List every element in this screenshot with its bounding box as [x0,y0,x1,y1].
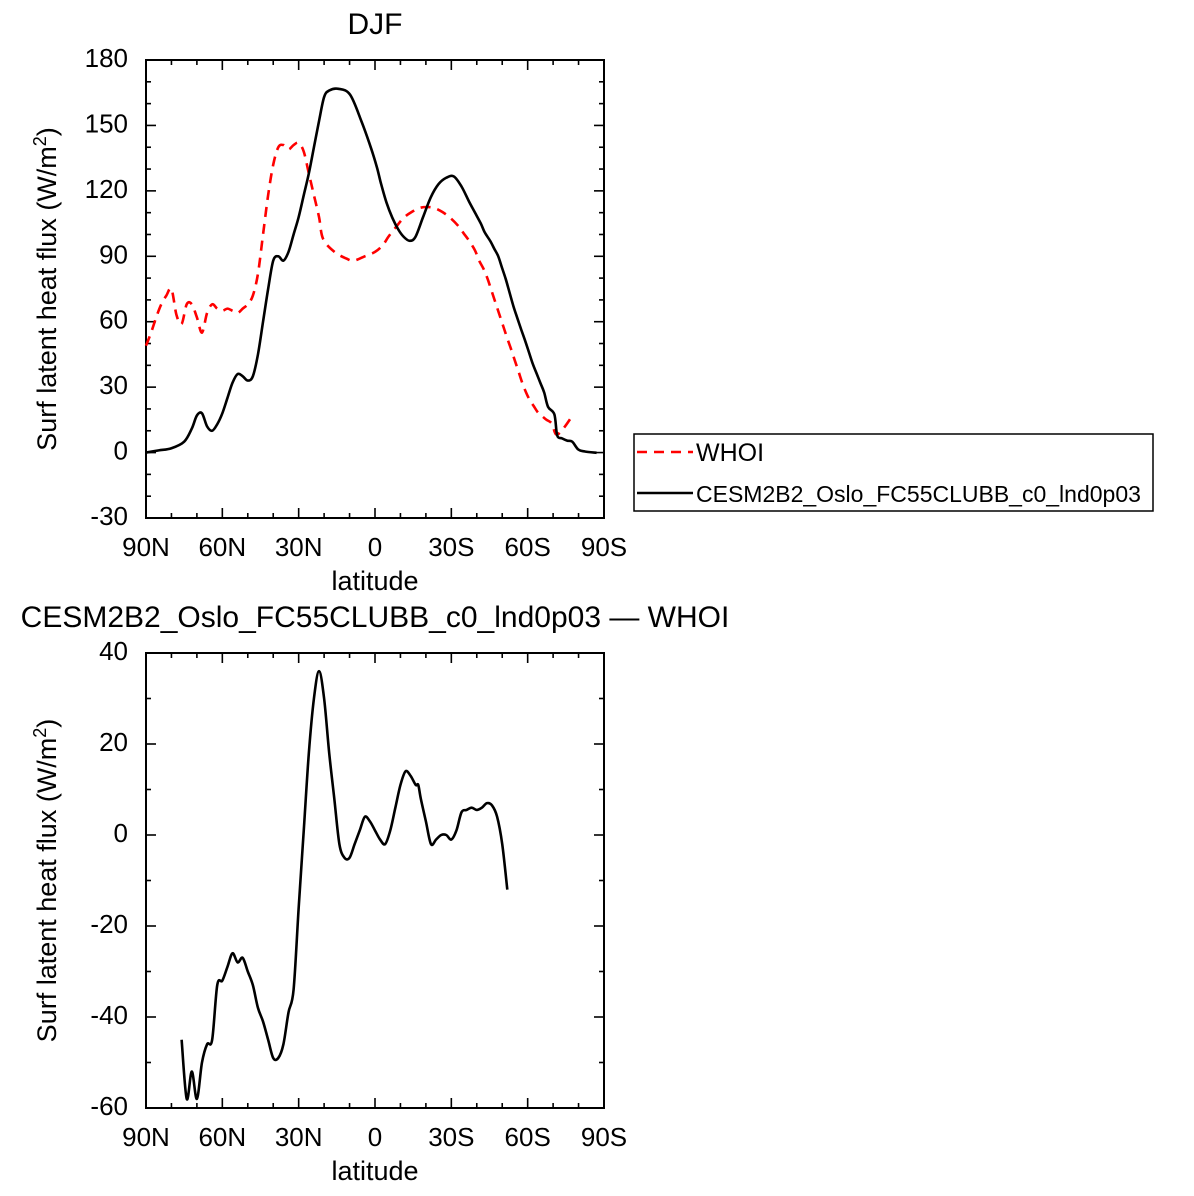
svg-text:CESM2B2_Oslo_FC55CLUBB_c0_lnd0: CESM2B2_Oslo_FC55CLUBB_c0_lnd0p03 [696,481,1141,507]
svg-text:-20: -20 [90,909,128,939]
svg-text:60S: 60S [505,1122,551,1152]
svg-text:latitude: latitude [331,566,418,596]
svg-text:0: 0 [368,1122,382,1152]
svg-text:60N: 60N [198,1122,246,1152]
svg-text:90N: 90N [122,532,170,562]
svg-text:30S: 30S [428,1122,474,1152]
svg-text:0: 0 [114,436,128,466]
svg-text:CESM2B2_Oslo_FC55CLUBB_c0_lnd0: CESM2B2_Oslo_FC55CLUBB_c0_lnd0p03 — WHOI [21,601,730,634]
svg-text:-40: -40 [90,1000,128,1030]
svg-text:180: 180 [85,43,128,73]
svg-text:DJF: DJF [348,8,403,41]
svg-text:90: 90 [99,239,128,269]
svg-text:40: 40 [99,636,128,666]
svg-text:60: 60 [99,305,128,335]
svg-text:0: 0 [114,818,128,848]
svg-text:30S: 30S [428,532,474,562]
svg-text:60S: 60S [505,532,551,562]
svg-text:latitude: latitude [331,1156,418,1186]
svg-text:30N: 30N [275,532,323,562]
svg-text:WHOI: WHOI [696,439,764,467]
svg-text:-30: -30 [90,501,128,531]
svg-text:90S: 90S [581,532,627,562]
svg-text:Surf latent heat flux (W/m2): Surf latent heat flux (W/m2) [30,127,62,451]
svg-text:30: 30 [99,370,128,400]
svg-text:150: 150 [85,108,128,138]
svg-text:-60: -60 [90,1091,128,1121]
svg-text:20: 20 [99,727,128,757]
svg-text:90N: 90N [122,1122,170,1152]
svg-text:0: 0 [368,532,382,562]
svg-text:60N: 60N [198,532,246,562]
svg-text:Surf latent heat flux (W/m2): Surf latent heat flux (W/m2) [30,719,62,1043]
svg-text:30N: 30N [275,1122,323,1152]
svg-text:90S: 90S [581,1122,627,1152]
svg-text:120: 120 [85,174,128,204]
